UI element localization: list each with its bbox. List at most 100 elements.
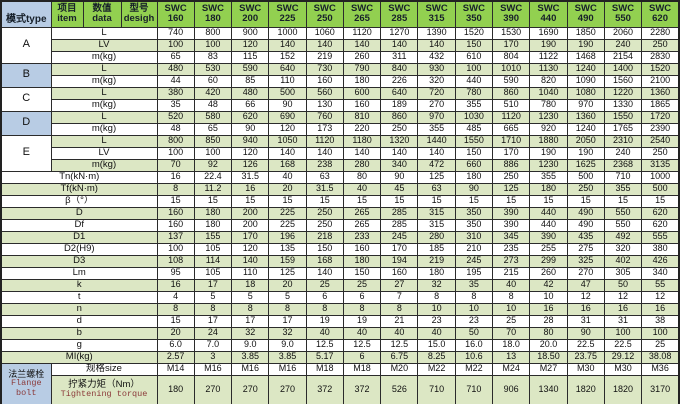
value-cell: 372 bbox=[305, 374, 344, 404]
value-cell: 530 bbox=[193, 62, 233, 76]
value-cell: 1550 bbox=[454, 134, 494, 148]
value-cell: 12.5 bbox=[342, 338, 382, 352]
value-cell: 555 bbox=[641, 230, 680, 244]
value-cell: 520 bbox=[156, 110, 195, 124]
value-cell: 100 bbox=[156, 242, 195, 256]
row-label-d: d bbox=[0, 314, 158, 328]
value-cell: 120 bbox=[231, 146, 270, 160]
table-row: LV 100 100 120 140 140 140 140 140 150 170 190 190 24… bbox=[1, 146, 680, 160]
value-cell: 17 bbox=[268, 314, 307, 328]
value-cell: 260 bbox=[342, 50, 382, 64]
value-cell: 620 bbox=[641, 206, 680, 220]
value-cell: 3 bbox=[193, 350, 233, 364]
value-cell: 560 bbox=[305, 86, 344, 100]
value-cell: 730 bbox=[305, 62, 344, 76]
value-cell: 1220 bbox=[603, 86, 643, 100]
table-row: m(kg) 44 60 85 110 160 180 226 320 440 590 820 1090 1… bbox=[1, 74, 680, 88]
value-cell: 1080 bbox=[566, 86, 605, 100]
value-cell: 1440 bbox=[417, 134, 456, 148]
value-cell: 15 bbox=[529, 194, 568, 208]
value-cell: 780 bbox=[454, 86, 494, 100]
row-label-L: L bbox=[50, 86, 158, 100]
row-label-L: L bbox=[50, 26, 158, 40]
value-cell: 8 bbox=[156, 182, 195, 196]
value-cell: 42 bbox=[529, 278, 568, 292]
value-cell: 1060 bbox=[305, 26, 344, 40]
header-row: 模式type 项目 item 数值 data 型号 desigh SWC 160 SWC 180 SW… bbox=[0, 0, 680, 28]
header-col-swc-225: SWC 225 bbox=[268, 0, 307, 28]
value-cell: 194 bbox=[380, 254, 419, 268]
value-cell: 15 bbox=[342, 194, 382, 208]
value-cell: 500 bbox=[268, 86, 307, 100]
value-cell: 690 bbox=[268, 110, 307, 124]
value-cell: 8 bbox=[380, 302, 419, 316]
value-cell: 22.4 bbox=[193, 170, 233, 184]
value-cell: 930 bbox=[417, 62, 456, 76]
header-col-swc-285: SWC 285 bbox=[380, 0, 419, 28]
value-cell: 840 bbox=[380, 62, 419, 76]
value-cell: 23.75 bbox=[566, 350, 605, 364]
value-cell: 12 bbox=[566, 290, 605, 304]
value-cell: 1520 bbox=[454, 26, 494, 40]
value-cell: 1468 bbox=[566, 50, 605, 64]
value-cell: 1030 bbox=[454, 110, 494, 124]
table-row: 法兰螺栓 Flange bolt 规格size M14 M16 M16 M16 M18 M18 M2… bbox=[0, 362, 680, 404]
value-cell: 1550 bbox=[603, 110, 643, 124]
row-label-m(kg): m(kg) bbox=[50, 74, 158, 88]
value-cell: 1120 bbox=[492, 110, 531, 124]
value-cell: 225 bbox=[268, 218, 307, 232]
value-cell: 100 bbox=[641, 326, 680, 340]
value-cell: 270 bbox=[268, 374, 307, 404]
value-cell: 3170 bbox=[641, 374, 680, 404]
value-cell: 1040 bbox=[529, 86, 568, 100]
value-cell: 10 bbox=[492, 302, 531, 316]
table-row: Tn(kN·m) 16 22.4 31.5 40 63 80 90 125 180 250 355 50… bbox=[0, 170, 680, 184]
value-cell: 15 bbox=[305, 194, 344, 208]
value-cell: 233 bbox=[342, 230, 382, 244]
value-cell: 23 bbox=[417, 314, 456, 328]
value-cell: 32 bbox=[417, 278, 456, 292]
value-cell: 16 bbox=[231, 182, 270, 196]
value-cell: 130 bbox=[305, 98, 344, 112]
value-cell: 16 bbox=[156, 170, 195, 184]
value-cell: 80 bbox=[529, 326, 568, 340]
value-cell: 5 bbox=[231, 290, 270, 304]
value-cell: 15 bbox=[603, 194, 643, 208]
value-cell: 15 bbox=[156, 194, 195, 208]
row-label-m(kg): m(kg) bbox=[50, 50, 158, 64]
value-cell: 10 bbox=[454, 302, 494, 316]
value-cell: 105 bbox=[193, 266, 233, 280]
value-cell: 740 bbox=[156, 26, 195, 40]
value-cell: 350 bbox=[454, 218, 494, 232]
value-cell: 189 bbox=[380, 98, 419, 112]
table-row: D 160 180 200 225 250 265 285 315 350 390 440 490 550… bbox=[0, 206, 680, 220]
value-cell: 225 bbox=[268, 206, 307, 220]
value-cell: 13 bbox=[492, 350, 531, 364]
value-cell: 11.2 bbox=[193, 182, 233, 196]
value-cell: 1230 bbox=[529, 110, 568, 124]
value-cell: 1765 bbox=[603, 122, 643, 136]
value-cell: 1360 bbox=[641, 86, 680, 100]
row-label-Tf(kN·m): Tf(kN·m) bbox=[0, 182, 158, 196]
value-cell: 426 bbox=[641, 254, 680, 268]
value-cell: 31.5 bbox=[231, 170, 270, 184]
value-cell: 120 bbox=[231, 38, 270, 52]
value-cell: 32 bbox=[231, 326, 270, 340]
table-row: d 15 17 17 17 19 19 21 23 23 25 28 31 31 38 bbox=[0, 314, 680, 328]
value-cell: 510 bbox=[492, 98, 531, 112]
value-cell: 435 bbox=[566, 230, 605, 244]
value-cell: 15 bbox=[268, 194, 307, 208]
value-cell: 355 bbox=[603, 182, 643, 196]
header-data: 数值 data bbox=[82, 0, 122, 28]
value-cell: 760 bbox=[305, 110, 344, 124]
value-cell: 1690 bbox=[529, 26, 568, 40]
value-cell: 5.17 bbox=[305, 350, 344, 364]
row-label-m(kg): m(kg) bbox=[50, 122, 158, 136]
value-cell: 1270 bbox=[380, 26, 419, 40]
table-row: A L 740 800 900 1000 1060 1120 1270 1390 1520 1530 1… bbox=[0, 26, 680, 64]
value-cell: 5 bbox=[193, 290, 233, 304]
value-cell: 120 bbox=[268, 122, 307, 136]
value-cell: 20 bbox=[156, 326, 195, 340]
value-cell: 270 bbox=[193, 374, 233, 404]
value-cell: 8 bbox=[156, 302, 195, 316]
